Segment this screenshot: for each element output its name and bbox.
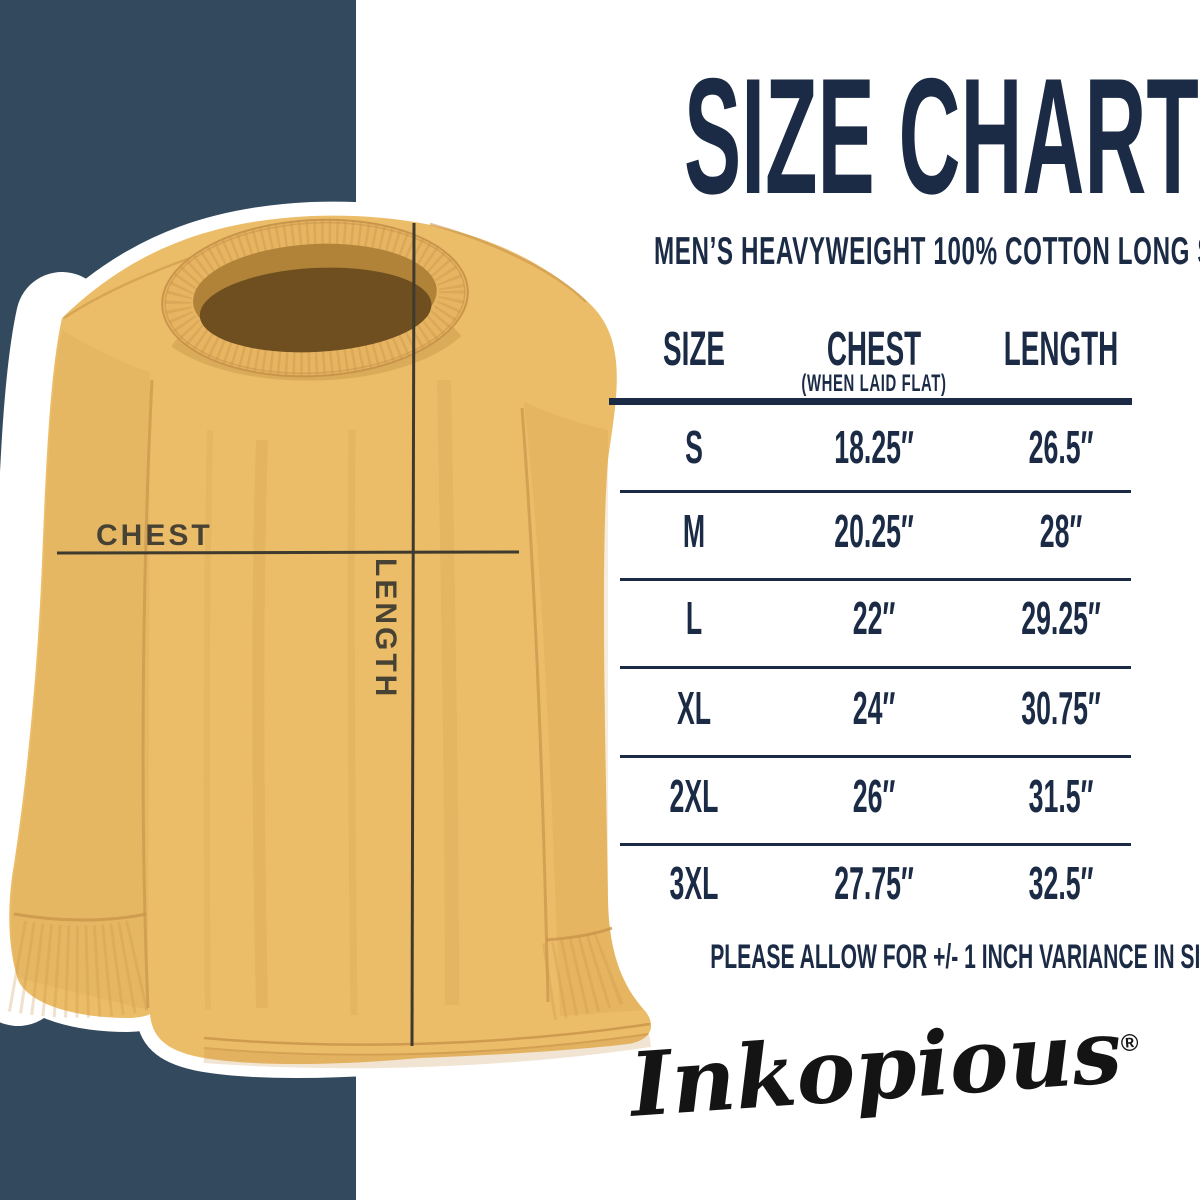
right-sleeve-shade <box>524 402 644 1016</box>
left-sleeve-shade <box>11 330 150 1010</box>
shirt-cuffs-hem <box>7 912 652 1069</box>
row-divider <box>620 490 1131 493</box>
table-header-rule <box>609 398 1132 405</box>
row-divider <box>620 666 1131 669</box>
measurement-lines <box>56 222 520 1047</box>
variance-note: PLEASE ALLOW FOR +/- 1 INCH VARIANCE IN … <box>710 938 1200 976</box>
size-value: S <box>685 421 703 473</box>
table-row: L 22″ 29.25″ <box>0 595 1200 641</box>
length-value: 31.5″ <box>1028 770 1094 822</box>
table-row: XL 24″ 30.75″ <box>0 685 1200 731</box>
column-header-chest: CHEST <box>826 323 922 376</box>
size-value: XL <box>676 682 712 734</box>
column-header-length: LENGTH <box>1003 323 1119 376</box>
table-row: M 20.25″ 28″ <box>0 508 1200 554</box>
row-divider <box>620 843 1131 846</box>
size-value: L <box>685 592 703 644</box>
chest-value: 22″ <box>852 592 896 644</box>
row-divider <box>620 755 1131 758</box>
length-value: 29.25″ <box>1021 592 1101 644</box>
table-row: S 18.25″ 26.5″ <box>0 424 1200 470</box>
length-value: 26.5″ <box>1028 421 1094 473</box>
chest-value: 26″ <box>852 770 896 822</box>
length-value: 30.75″ <box>1021 682 1101 734</box>
row-divider <box>620 578 1131 581</box>
registered-mark-icon: ® <box>1119 1029 1140 1058</box>
column-header-size: SIZE <box>663 323 725 376</box>
page-title: SIZE CHART <box>684 44 1199 228</box>
size-value: 2XL <box>669 770 719 822</box>
size-value: M <box>682 505 706 557</box>
table-row: 3XL 27.75″ 32.5″ <box>0 860 1200 906</box>
chest-measurement-line <box>56 550 520 555</box>
chest-label: CHEST <box>96 519 213 552</box>
length-value: 32.5″ <box>1028 857 1094 909</box>
size-value: 3XL <box>669 857 719 909</box>
shirt-collar <box>161 218 469 378</box>
page-subtitle: MEN’S HEAVYWEIGHT 100% COTTON LONG SLEEV… <box>654 230 1200 273</box>
shirt-body <box>9 215 652 1064</box>
chest-value: 20.25″ <box>834 505 914 557</box>
length-measurement-line <box>410 222 416 1047</box>
chest-value: 24″ <box>852 682 896 734</box>
chest-subnote: (WHEN LAID FLAT) <box>801 370 947 397</box>
chest-value: 27.75″ <box>834 857 914 909</box>
table-row: 2XL 26″ 31.5″ <box>0 773 1200 819</box>
length-value: 28″ <box>1039 505 1083 557</box>
chest-value: 18.25″ <box>834 421 914 473</box>
